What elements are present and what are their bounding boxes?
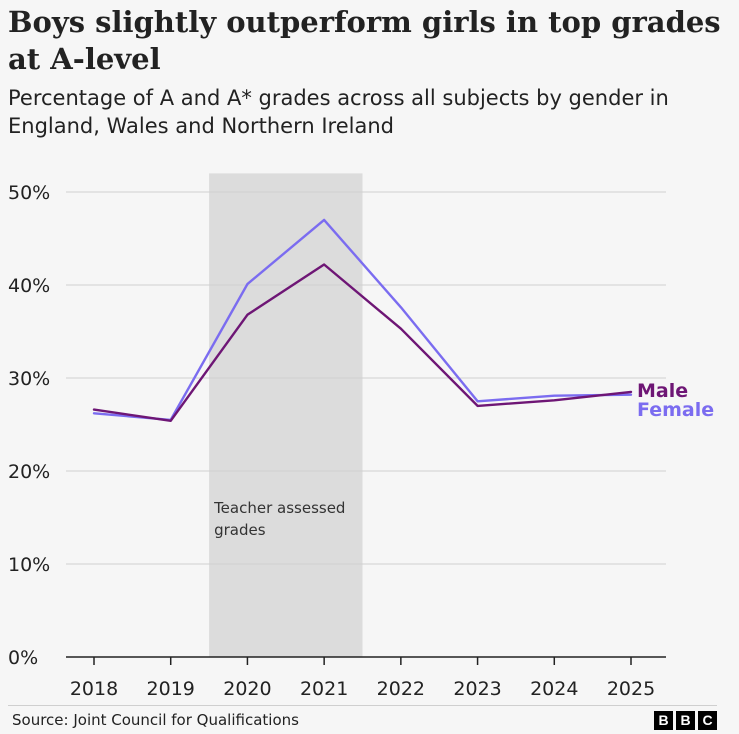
y-tick-label: 20% xyxy=(8,461,50,483)
x-tick-label: 2024 xyxy=(530,678,578,700)
bbc-logo-letter: C xyxy=(698,711,717,730)
bbc-logo-letter: B xyxy=(654,711,673,730)
y-tick-label: 0% xyxy=(8,647,38,669)
annotation-text: grades xyxy=(214,521,266,539)
annotation-band xyxy=(209,173,363,657)
y-tick-label: 10% xyxy=(8,554,50,576)
x-tick-label: 2021 xyxy=(300,678,348,700)
chart-subtitle: Percentage of A and A* grades across all… xyxy=(8,86,669,138)
x-tick-label: 2018 xyxy=(70,678,118,700)
legend-label-female: Female xyxy=(637,399,714,421)
y-tick-label: 40% xyxy=(8,275,50,297)
annotation-text: Teacher assessed xyxy=(213,499,345,517)
x-tick-label: 2019 xyxy=(147,678,195,700)
series-line-female xyxy=(92,218,633,422)
line-chart: 0% 10% 20% 30% 40% 50% 2018 2019 2020 2021 2022 202… xyxy=(8,173,714,700)
series-line-male xyxy=(92,263,633,422)
bbc-logo-letter: B xyxy=(676,711,695,730)
x-tick-label: 2022 xyxy=(377,678,425,700)
x-tick-label: 2020 xyxy=(223,678,271,700)
y-tick-label: 50% xyxy=(8,182,50,204)
source-note: Source: Joint Council for Qualifications xyxy=(12,711,299,729)
legend-label-male: Male xyxy=(637,380,688,402)
x-tick-label: 2023 xyxy=(453,678,501,700)
x-tick-label: 2025 xyxy=(607,678,655,700)
bbc-logo: B B C xyxy=(654,711,717,730)
chart-title: Boys slightly outperform girls in top gr… xyxy=(8,5,721,76)
footer-divider xyxy=(8,705,717,706)
y-tick-label: 30% xyxy=(8,368,50,390)
